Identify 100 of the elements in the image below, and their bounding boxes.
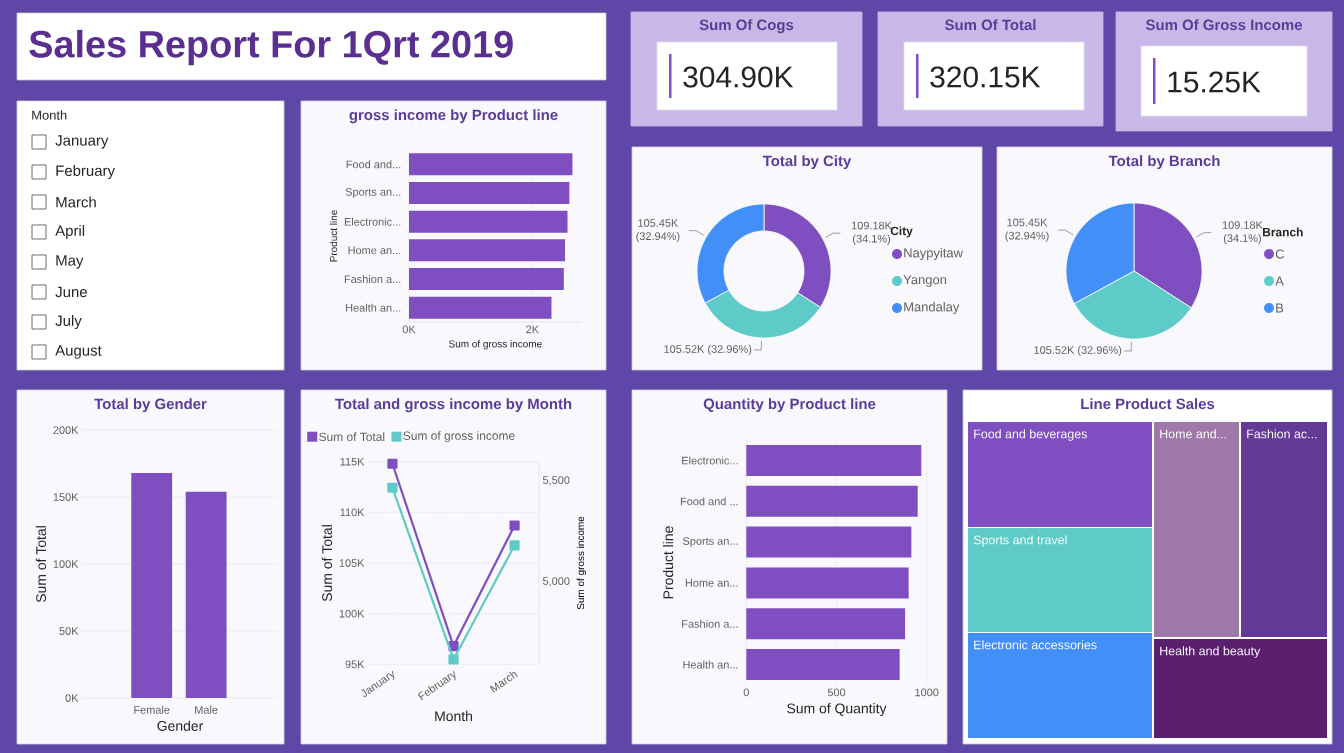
legend-label: B — [1276, 303, 1284, 313]
y-tick-label: Food and ... — [680, 497, 738, 506]
bar — [746, 526, 912, 558]
category-label: April — [55, 225, 85, 239]
y-tick-label: Sports an... — [682, 537, 738, 548]
x-axis-title: Sum of Quantity — [787, 703, 887, 717]
data-label: 105.45K (32.94%) — [636, 219, 680, 243]
chart-title: Quantity by Product line — [703, 398, 876, 413]
text: Month — [32, 110, 67, 120]
y-tick-label: 110K — [340, 508, 365, 517]
category-label: May — [56, 255, 84, 269]
category-label: January — [55, 135, 109, 149]
y-tick-label: Sports an... — [345, 188, 401, 198]
legend-label: Sum of Total — [319, 432, 385, 442]
x-axis-title: Gender — [157, 720, 204, 731]
text: Sales Report For 1Qrt 2019 — [29, 29, 513, 66]
category-label: Health and beauty — [1160, 646, 1261, 658]
y-tick-label: 200K — [53, 426, 79, 434]
category-label: Electronic accessories — [974, 640, 1097, 650]
text: Line Product Sales — [1081, 398, 1215, 410]
chart-title: gross income by Product line — [349, 109, 558, 124]
x-tick-label: 2K — [526, 325, 539, 334]
y-tick-label: 150K — [53, 493, 79, 501]
category-label: Sports and travel — [973, 535, 1067, 547]
y-tick-label: 0K — [65, 694, 79, 702]
bar — [746, 567, 909, 599]
y-tick-label: Food and... — [346, 160, 401, 169]
y-tick-label: Health an... — [683, 660, 738, 669]
legend-label: A — [1275, 276, 1284, 286]
category-label: August — [55, 345, 102, 359]
data-label: 105.45K (32.94%) — [1005, 218, 1049, 242]
x-axis-title: Sum of gross income — [449, 340, 542, 350]
chart-title: Total and gross income by Month — [335, 398, 572, 413]
legend-label: Sum of gross income — [403, 431, 515, 443]
bar — [409, 296, 552, 319]
legend-label: Naypyitaw — [904, 247, 963, 261]
y-tick-label: Health an... — [346, 303, 401, 312]
y2-axis-title: Sum of gross income — [576, 516, 587, 610]
category-label: July — [55, 315, 82, 329]
y-tick-label: Home an... — [685, 579, 738, 587]
text: Sum Of Cogs — [699, 19, 794, 34]
y-tick-label: Fashion a... — [344, 274, 401, 284]
text: 304.90K — [683, 66, 794, 88]
text: 15.25K — [1168, 71, 1261, 93]
text: 320.15K — [930, 66, 1041, 88]
y-tick-label: 100K — [53, 560, 79, 568]
x-tick-label: 500 — [827, 688, 846, 697]
y-tick-label: Electronic... — [682, 456, 738, 465]
point — [387, 482, 398, 493]
category-label: February — [56, 165, 115, 179]
chart-title: Total by City — [762, 155, 852, 170]
data-label: 109.18K (34.1%) — [1222, 221, 1263, 245]
y-tick-label: 115K — [340, 457, 365, 466]
point — [448, 654, 459, 665]
point — [387, 458, 398, 469]
y-tick-label: 105K — [339, 559, 365, 567]
y-tick-label: Home an... — [348, 246, 401, 255]
y-tick-label: 100K — [339, 609, 365, 618]
chart-title: Total by Gender — [94, 398, 207, 413]
x-tick-label: 0 — [743, 688, 749, 697]
bar — [409, 181, 570, 205]
legend-title: City — [890, 226, 913, 238]
bar — [409, 267, 564, 291]
category-label: Home and... — [1160, 429, 1226, 439]
point — [509, 540, 520, 551]
bar — [746, 444, 922, 476]
category-label: Food and beverages — [974, 429, 1087, 441]
bar — [746, 649, 900, 681]
x-tick-label: 1000 — [915, 688, 939, 697]
point — [509, 520, 520, 531]
data-label: 105.52K (32.96%) — [1034, 345, 1122, 357]
x-tick-label: Female — [134, 705, 170, 714]
y-axis-title: Sum of Total — [35, 526, 47, 603]
legend-label: Yangon — [903, 275, 947, 287]
chart-title: Total by Branch — [1108, 155, 1220, 170]
y-axis-title: Product line — [329, 210, 338, 262]
y-axis-title: Sum of Total — [321, 525, 333, 602]
category-label: June — [55, 286, 87, 298]
bar — [746, 608, 906, 640]
y-axis-title: Product line — [662, 526, 674, 599]
legend-label: Mandalay — [904, 301, 960, 315]
legend-label: C — [1275, 249, 1285, 259]
category-label: March — [56, 196, 96, 208]
x-tick-label: Male — [195, 705, 218, 714]
y2-tick-label: 5,000 — [542, 577, 570, 587]
y-tick-label: Fashion a... — [682, 619, 738, 628]
bar — [746, 485, 918, 517]
bar — [409, 153, 573, 176]
text: Sum Of Total — [945, 19, 1036, 31]
data-label: 105.52K (32.96%) — [664, 344, 752, 356]
y-tick-label: 50K — [59, 627, 79, 635]
text: Sum Of Gross Income — [1145, 19, 1302, 31]
category-label: Fashion ac... — [1247, 429, 1317, 439]
x-axis-title: Month — [435, 710, 472, 722]
bar — [409, 239, 566, 262]
bar — [409, 210, 568, 233]
y2-tick-label: 5,500 — [542, 476, 570, 486]
y-tick-label: 95K — [345, 660, 365, 669]
legend-title: Branch — [1263, 227, 1303, 237]
y-tick-label: Electronic... — [344, 217, 401, 226]
